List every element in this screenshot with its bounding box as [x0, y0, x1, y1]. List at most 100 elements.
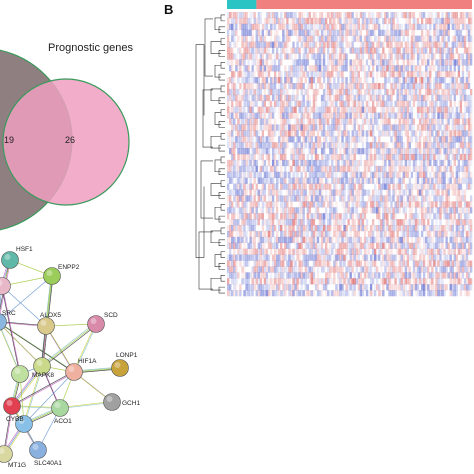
heatmap-cell: [286, 219, 289, 226]
heatmap-cell: [343, 130, 346, 137]
heatmap-cell: [241, 124, 244, 131]
heatmap-cell: [304, 195, 307, 202]
heatmap-cell: [374, 165, 377, 173]
heatmap-cell: [302, 213, 305, 220]
heatmap-cell: [453, 136, 456, 143]
heatmap-cell: [431, 177, 434, 184]
heatmap-cell: [396, 35, 399, 42]
heatmap-cell: [300, 225, 303, 232]
heatmap-cell: [325, 112, 328, 119]
heatmap-cell: [263, 242, 267, 249]
heatmap-cell: [333, 278, 336, 285]
heatmap-cell: [371, 260, 375, 267]
heatmap-cell: [390, 12, 393, 19]
node-highlight: [36, 360, 43, 366]
heatmap-cell: [359, 77, 363, 84]
heatmap-cell: [245, 189, 248, 196]
heatmap-cell: [447, 71, 450, 78]
heatmap-cell: [302, 219, 305, 226]
heatmap-cell: [284, 130, 287, 137]
heatmap-cell: [304, 284, 307, 291]
heatmap-cell: [288, 65, 291, 72]
heatmap-cell: [351, 201, 354, 208]
heatmap-cell: [329, 195, 332, 202]
heatmap-cell: [463, 284, 467, 291]
heatmap-cell: [427, 53, 430, 60]
heatmap-cell: [259, 148, 263, 155]
heatmap-cell: [278, 260, 281, 267]
heatmap-cell: [288, 230, 291, 238]
heatmap-cell: [243, 171, 246, 178]
heatmap-cell: [398, 183, 401, 190]
heatmap-cell: [433, 248, 436, 255]
heatmap-cell: [453, 12, 456, 19]
heatmap-cell: [349, 142, 352, 149]
heatmap-cell: [288, 106, 291, 113]
heatmap-cell: [374, 207, 377, 214]
network-edge: [23, 371, 75, 425]
heatmap-cell: [369, 112, 373, 119]
heatmap-cell: [435, 254, 438, 261]
heatmap-cell: [265, 171, 269, 178]
heatmap-cell: [339, 94, 342, 102]
heatmap-cell: [349, 41, 352, 48]
heatmap-cell: [239, 284, 242, 291]
heatmap-cell: [423, 47, 426, 54]
heatmap-cell: [384, 148, 387, 155]
heatmap-cell: [243, 136, 246, 143]
heatmap-cell: [380, 189, 383, 196]
heatmap-cell: [400, 148, 403, 155]
sample-group-bar: [227, 0, 472, 9]
heatmap-cell: [410, 183, 414, 190]
heatmap-cell: [271, 242, 275, 249]
heatmap-cell: [418, 165, 422, 173]
heatmap-cell: [441, 47, 444, 54]
heatmap-cell: [310, 242, 314, 249]
heatmap-cell: [453, 71, 456, 78]
heatmap-cell: [465, 71, 469, 78]
heatmap-cell: [233, 159, 236, 167]
heatmap-cell: [335, 53, 338, 60]
heatmap-cell: [235, 59, 238, 66]
heatmap-cell: [351, 254, 354, 261]
heatmap-cell: [253, 124, 256, 131]
heatmap-cell: [388, 71, 391, 78]
heatmap-cell: [259, 272, 263, 279]
heatmap-cell: [404, 47, 407, 54]
heatmap-cell: [437, 41, 440, 48]
heatmap-cell: [333, 112, 336, 119]
heatmap-cell: [263, 183, 267, 190]
heatmap-cell: [261, 165, 265, 173]
heatmap-cell: [353, 260, 356, 267]
heatmap-cell: [420, 130, 424, 137]
heatmap-cell: [235, 236, 238, 244]
heatmap-cell: [273, 284, 277, 291]
heatmap-cell: [453, 130, 456, 137]
heatmap-cell: [241, 225, 244, 232]
heatmap-cell: [427, 236, 430, 244]
heatmap-cell: [273, 77, 277, 84]
heatmap-cell: [367, 260, 371, 267]
heatmap-cell: [239, 17, 242, 25]
heatmap-cell: [337, 254, 340, 261]
heatmap-cell: [286, 41, 289, 48]
heatmap-cell: [396, 159, 399, 167]
heatmap-cell: [378, 225, 381, 232]
heatmap-cell: [439, 236, 442, 244]
heatmap-cell: [308, 100, 312, 107]
heatmap-cell: [353, 219, 356, 226]
heatmap-cell: [288, 290, 291, 297]
heatmap-cell: [259, 189, 263, 196]
heatmap-cell: [459, 59, 463, 66]
heatmap-cell: [371, 219, 375, 226]
heatmap-cell: [241, 88, 244, 96]
heatmap-cell: [243, 71, 246, 78]
heatmap-cell: [329, 142, 332, 149]
heatmap-cell: [406, 154, 410, 161]
heatmap-cell: [467, 272, 471, 279]
heatmap-cell: [410, 12, 414, 19]
heatmap-cell: [284, 159, 287, 167]
heatmap-cell: [396, 130, 399, 137]
heatmap-cell: [365, 130, 369, 137]
heatmap-cell: [278, 254, 281, 261]
